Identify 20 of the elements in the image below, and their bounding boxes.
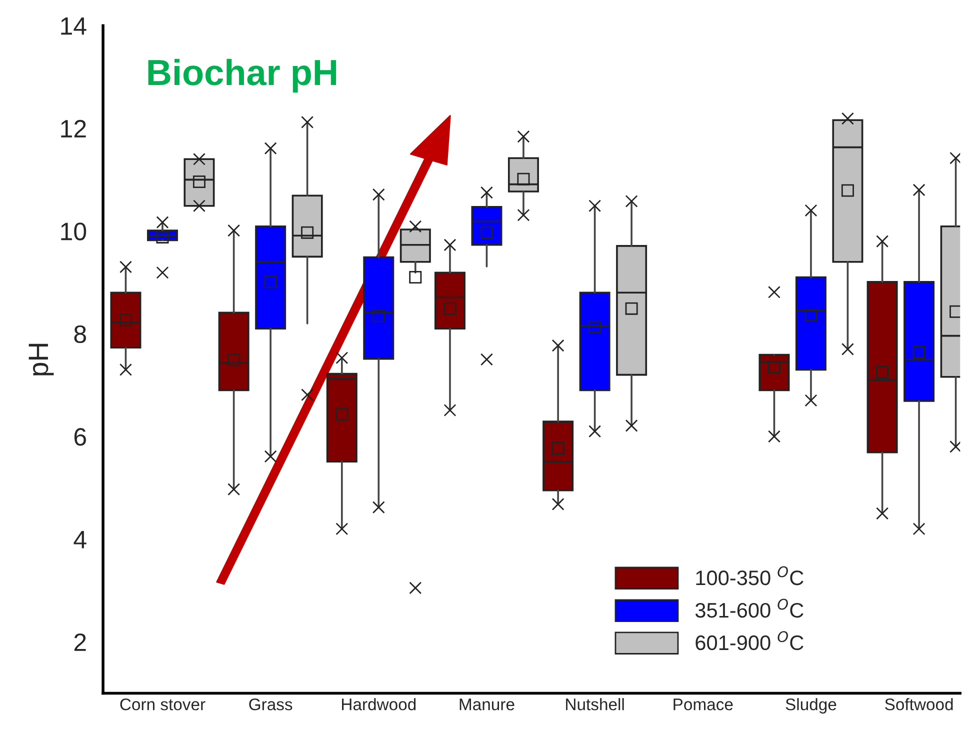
y-tick-label: 8 — [74, 325, 86, 344]
x-tick-label: Softwood — [885, 698, 953, 710]
y-tick-label: 6 — [74, 428, 86, 446]
y-tick-label: 2 — [74, 633, 86, 651]
y-axis-title: pH — [28, 344, 54, 376]
y-tick-label: 12 — [61, 120, 86, 138]
x-tick-label: Manure — [460, 698, 514, 710]
x-tick-label: Grass — [249, 698, 292, 710]
legend-label: 351-600 $^{O}$C — [695, 598, 804, 618]
x-tick-label: Pomace — [674, 698, 733, 710]
x-tick-label: Sludge — [786, 698, 836, 714]
text: Biochar pH — [148, 58, 336, 93]
legend-label: 100-350 $^{O}$C — [696, 566, 804, 586]
y-tick-label: 10 — [61, 222, 86, 240]
x-tick-label: Corn stover — [120, 698, 206, 710]
y-tick-label: 4 — [74, 531, 86, 548]
x-tick-label: Hardwood — [342, 698, 416, 710]
x-tick-label: Nutshell — [566, 698, 624, 710]
legend-label: 601-900 $^{O}$C — [696, 631, 804, 650]
y-tick-label: 14 — [61, 17, 86, 35]
